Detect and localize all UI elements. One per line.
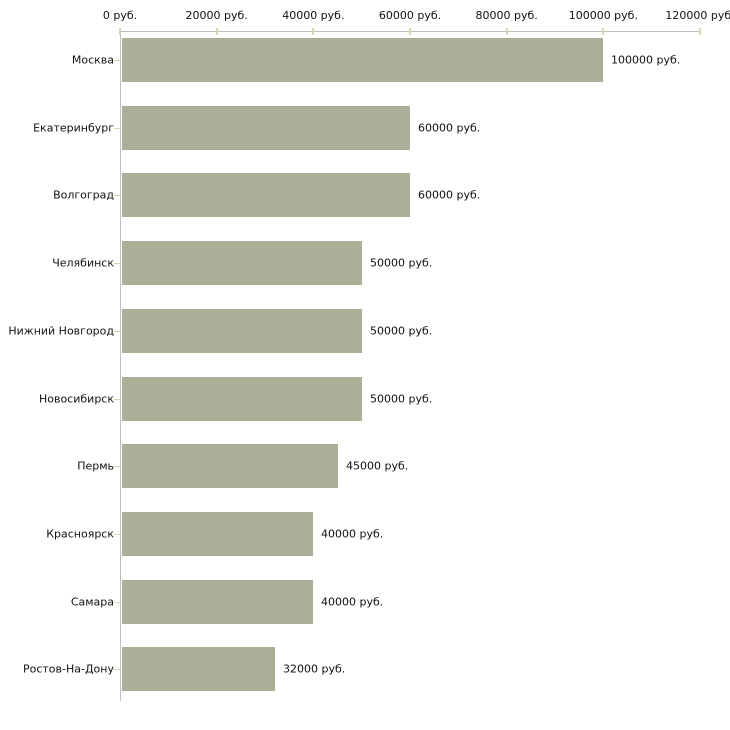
value-label: 40000 руб.: [321, 595, 384, 609]
y-tick-mark: [114, 669, 120, 670]
bar: [122, 38, 603, 82]
x-tick-mark: [699, 28, 701, 35]
category-label: Екатеринбург: [33, 121, 114, 135]
bar: [122, 376, 362, 421]
x-tick-label: 20000 руб.: [185, 9, 248, 22]
bar: [122, 647, 275, 692]
category-label: Пермь: [77, 459, 114, 473]
x-tick-mark: [505, 28, 508, 35]
value-label: 32000 руб.: [283, 662, 346, 676]
x-tick-label: 120000 руб.: [665, 9, 730, 22]
y-axis-line: [120, 31, 121, 701]
y-tick-mark: [114, 399, 120, 400]
category-label: Самара: [70, 595, 114, 609]
bar: [122, 105, 410, 150]
x-tick-label: 0 руб.: [102, 9, 138, 22]
category-label: Красноярск: [46, 527, 114, 541]
bar: [122, 173, 410, 218]
x-tick-label: 80000 руб.: [475, 9, 538, 22]
bar: [122, 579, 313, 624]
value-label: 45000 руб.: [346, 459, 409, 473]
bar: [122, 511, 313, 556]
x-tick-mark: [409, 28, 411, 35]
category-label: Ростов-На-Дону: [22, 662, 114, 676]
bar: [122, 308, 362, 353]
y-tick-mark: [114, 128, 120, 129]
bar: [122, 241, 362, 286]
y-tick-mark: [114, 534, 120, 535]
value-label: 50000 руб.: [370, 392, 433, 405]
y-tick-mark: [114, 195, 120, 196]
x-tick-label: 60000 руб.: [378, 9, 442, 22]
bar: [122, 444, 338, 489]
y-tick-mark: [114, 331, 120, 332]
y-tick-mark: [114, 466, 120, 467]
category-label: Челябинск: [52, 256, 114, 270]
y-tick-mark: [114, 60, 120, 61]
value-label: 50000 руб.: [370, 324, 433, 338]
x-tick-mark: [215, 28, 218, 35]
value-label: 50000 руб.: [370, 256, 433, 270]
value-label: 100000 руб.: [611, 53, 681, 67]
x-tick-mark: [312, 28, 315, 35]
x-tick-label: 40000 руб.: [282, 9, 345, 22]
x-tick-mark: [119, 28, 121, 35]
category-label: Нижний Новгород: [8, 324, 114, 338]
category-label: Новосибирск: [38, 392, 114, 405]
category-label: Москва: [71, 53, 114, 67]
x-tick-label: 100000 руб.: [568, 9, 638, 22]
category-label: Волгоград: [53, 188, 114, 202]
y-tick-mark: [114, 263, 120, 264]
x-tick-mark: [602, 28, 605, 35]
y-tick-mark: [114, 602, 120, 603]
value-label: 40000 руб.: [321, 527, 384, 541]
value-label: 60000 руб.: [418, 188, 481, 202]
value-label: 60000 руб.: [418, 121, 481, 135]
